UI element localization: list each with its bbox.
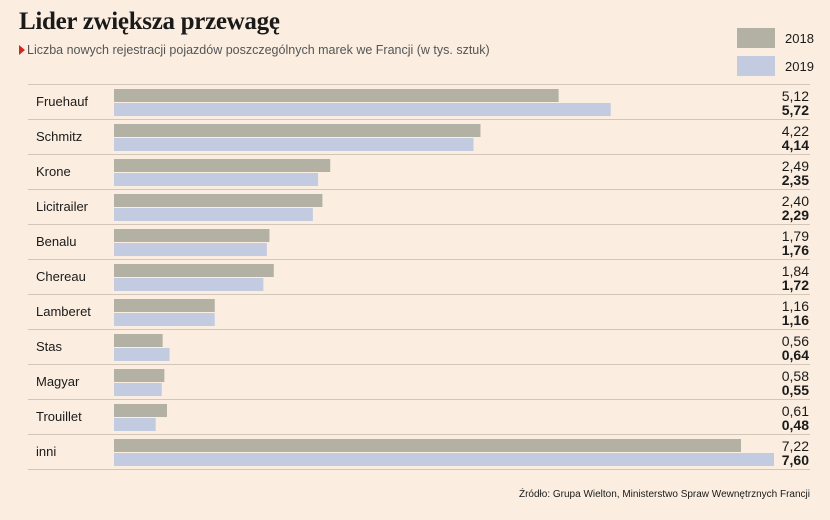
category-label: inni bbox=[36, 444, 56, 459]
category-label: Benalu bbox=[36, 234, 76, 249]
value-label-2019: 2,35 bbox=[782, 172, 809, 188]
category-label: Krone bbox=[36, 164, 71, 179]
bar-2018 bbox=[114, 439, 741, 452]
bar-2019 bbox=[114, 208, 313, 221]
value-label-2019: 2,29 bbox=[782, 207, 809, 223]
value-label-2018: 0,61 bbox=[782, 403, 809, 419]
bar-2018 bbox=[114, 89, 559, 102]
bar-2018 bbox=[114, 264, 274, 277]
bar-2019 bbox=[114, 138, 474, 151]
subtitle-text: Liczba nowych rejestracji pojazdów poszc… bbox=[27, 43, 490, 57]
bar-2019 bbox=[114, 278, 264, 291]
value-label-2018: 0,58 bbox=[782, 368, 809, 384]
bar-2018 bbox=[114, 404, 167, 417]
legend-swatch-2018 bbox=[737, 28, 775, 48]
value-label-2018: 0,56 bbox=[782, 333, 809, 349]
value-label-2018: 1,79 bbox=[782, 228, 809, 244]
value-label-2019: 1,76 bbox=[782, 242, 809, 258]
chart-subtitle: Liczba nowych rejestracji pojazdów poszc… bbox=[19, 43, 490, 57]
value-label-2019: 1,16 bbox=[782, 312, 809, 328]
category-label: Magyar bbox=[36, 374, 80, 389]
value-label-2018: 5,12 bbox=[782, 88, 809, 104]
bar-2019 bbox=[114, 383, 162, 396]
legend-label-2019: 2019 bbox=[785, 58, 814, 74]
category-label: Chereau bbox=[36, 269, 86, 284]
legend-swatch-2019 bbox=[737, 56, 775, 76]
bar-2019 bbox=[114, 453, 774, 466]
category-label: Trouillet bbox=[36, 409, 82, 424]
legend-item-2019: 2019 bbox=[737, 56, 814, 76]
value-label-2018: 1,84 bbox=[782, 263, 809, 279]
value-label-2019: 0,64 bbox=[782, 347, 809, 363]
bar-2018 bbox=[114, 124, 481, 137]
legend-item-2018: 2018 bbox=[737, 28, 814, 48]
value-label-2019: 7,60 bbox=[782, 452, 809, 468]
value-label-2019: 4,14 bbox=[782, 137, 809, 153]
category-label: Licitrailer bbox=[36, 199, 89, 214]
bar-2019 bbox=[114, 243, 267, 256]
value-label-2018: 4,22 bbox=[782, 123, 809, 139]
bar-2019 bbox=[114, 418, 156, 431]
bar-2018 bbox=[114, 229, 270, 242]
bar-2019 bbox=[114, 173, 319, 186]
bar-2018 bbox=[114, 299, 215, 312]
bar-2018 bbox=[114, 194, 323, 207]
category-label: Stas bbox=[36, 339, 63, 354]
chart-title: Lider zwiększa przewagę bbox=[19, 8, 280, 35]
category-label: Lamberet bbox=[36, 304, 91, 319]
source-note: Źródło: Grupa Wielton, Ministerstwo Spra… bbox=[518, 489, 810, 500]
value-label-2018: 2,49 bbox=[782, 158, 809, 174]
bar-2018 bbox=[114, 159, 331, 172]
bar-2018 bbox=[114, 334, 163, 347]
bar-2019 bbox=[114, 103, 611, 116]
legend-label-2018: 2018 bbox=[785, 30, 814, 46]
value-label-2019: 1,72 bbox=[782, 277, 809, 293]
category-label: Fruehauf bbox=[36, 94, 88, 109]
value-label-2018: 1,16 bbox=[782, 298, 809, 314]
value-label-2019: 0,48 bbox=[782, 417, 809, 433]
category-label: Schmitz bbox=[36, 129, 82, 144]
red-triangle-icon bbox=[19, 45, 25, 55]
value-label-2018: 7,22 bbox=[782, 438, 809, 454]
bar-2019 bbox=[114, 348, 170, 361]
bar-2019 bbox=[114, 313, 215, 326]
value-label-2018: 2,40 bbox=[782, 193, 809, 209]
value-label-2019: 0,55 bbox=[782, 382, 809, 398]
value-label-2019: 5,72 bbox=[782, 102, 809, 118]
bar-2018 bbox=[114, 369, 165, 382]
